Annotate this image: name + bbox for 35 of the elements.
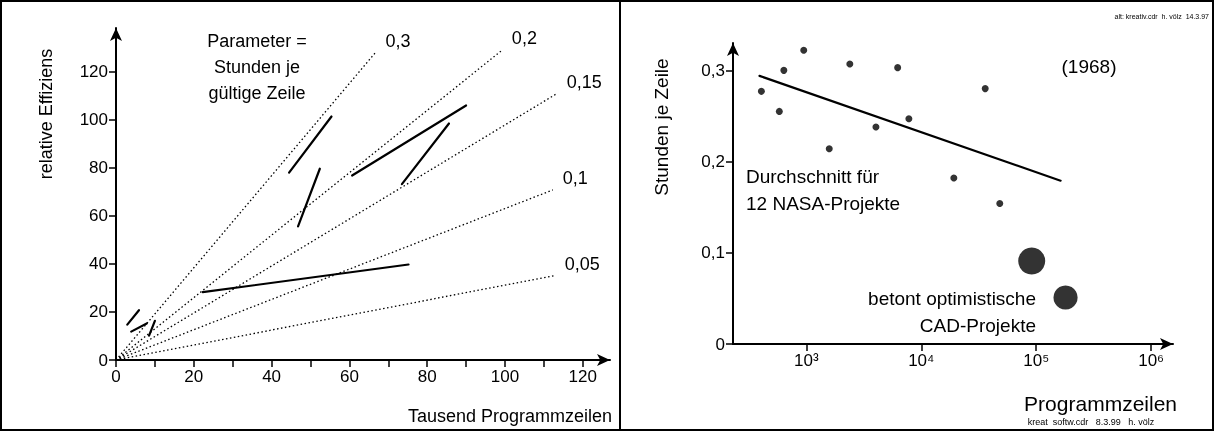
series-label: 0,15	[566, 71, 602, 92]
x-tick-label: 40	[262, 367, 282, 386]
y-axis-title: relative Effiziens	[36, 48, 56, 180]
y-tick-label: 0,2	[701, 152, 725, 172]
x-tick-label: 10³	[794, 351, 819, 370]
x-tick-label: 10⁶	[1138, 351, 1165, 370]
series-label: 0,2	[511, 28, 537, 49]
y-tick-label: 0,1	[701, 243, 725, 263]
x-tick-label: 60	[339, 367, 359, 386]
y-tick-label: 0,3	[701, 60, 725, 80]
x-tick-label: 10⁴	[908, 351, 935, 370]
y-tick-label: 20	[89, 302, 108, 322]
y-axis-title: Stunden je Zeile	[650, 58, 672, 196]
annotation: Durchschnitt für 12 NASA-Projekte	[746, 166, 901, 214]
series-label: 0,05	[564, 253, 600, 274]
y-tick-label: 40	[89, 254, 108, 274]
x-tick-label: 0	[111, 367, 121, 386]
series-label: 0,3	[385, 30, 411, 51]
x-axis-title: Programmzeilen	[1024, 392, 1177, 415]
x-tick-label: 120	[568, 367, 597, 386]
annotation: Parameter = Stunden je gültige Zeile	[207, 31, 307, 103]
y-tick-label: 120	[79, 61, 108, 81]
x-tick-label: 80	[417, 367, 437, 386]
x-tick-label: 20	[184, 367, 204, 386]
text: kreat softw.cdr 8.3.99 h. völz	[1027, 417, 1155, 427]
y-tick-label: 80	[89, 158, 108, 178]
y-tick-label: 100	[79, 109, 108, 129]
x-tick-label: 100	[490, 367, 520, 386]
annotation: betont optimistische CAD-Projekte	[868, 288, 1036, 336]
y-tick-label: 60	[89, 206, 108, 226]
series-label: 0,1	[562, 167, 588, 188]
x-tick-label: 10⁵	[1023, 351, 1050, 370]
x-axis-title: Tausend Programmzeilen	[407, 405, 612, 426]
y-tick-label: 0	[715, 334, 725, 354]
annotation: (1968)	[1061, 55, 1117, 77]
